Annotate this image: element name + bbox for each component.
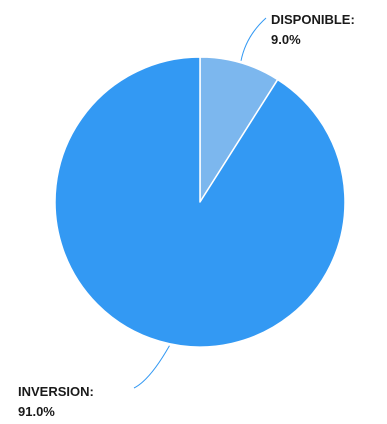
pie-slice-disponible bbox=[199, 56, 279, 203]
leader-lines bbox=[133, 17, 267, 389]
pie-slices bbox=[54, 56, 346, 348]
slice-value-inversion: 91.0% bbox=[18, 404, 55, 419]
slice-label-inversion: INVERSION: bbox=[18, 384, 94, 399]
slice-value-disponible: 9.0% bbox=[271, 32, 301, 47]
slice-label-disponible: DISPONIBLE: bbox=[271, 12, 355, 27]
leader-line-inversion bbox=[133, 345, 170, 389]
pie-slice-inversion bbox=[54, 56, 346, 348]
leader-line-disponible bbox=[240, 17, 267, 61]
